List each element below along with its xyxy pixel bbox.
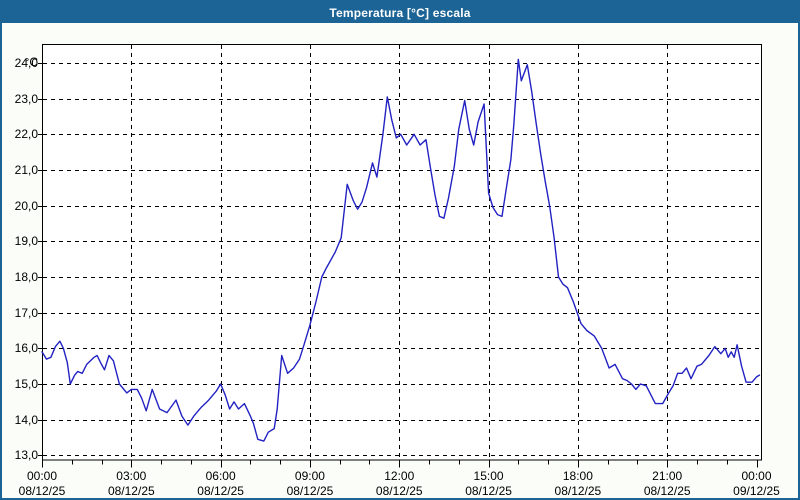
x-tick-date-label: 09/12/25: [733, 483, 780, 498]
x-tick-date-label: 08/12/25: [197, 483, 244, 498]
x-tick-time-label: 15:00: [473, 468, 504, 483]
x-tick-time-label: 09:00: [294, 468, 325, 483]
temperature-line-chart: [38, 44, 762, 468]
x-tick-date-label: 08/12/25: [286, 483, 334, 498]
x-tick-date-label: 08/12/25: [643, 483, 691, 498]
x-tick-time-label: 03:00: [116, 468, 147, 483]
x-tick-time-label: 12:00: [384, 468, 415, 483]
y-tick-label: 17,0: [14, 305, 38, 320]
x-tick-time-label: 21:00: [652, 468, 683, 483]
plot-frame: [42, 44, 762, 461]
chart-area: °C 24,0 23,0 22,0 21,0 20,0 19,0 18,0 17,0 16,0 15…: [2, 23, 798, 498]
x-tick-date-label: 08/12/25: [107, 483, 155, 498]
x-tick-date-label: 08/12/25: [465, 483, 512, 498]
y-tick-label: 13,0: [14, 448, 38, 463]
y-tick-label: 21,0: [14, 163, 38, 177]
y-tick-label: 16,0: [14, 341, 38, 356]
y-tick-label: 18,0: [14, 270, 38, 285]
y-tick-label: 20,0: [14, 198, 38, 213]
x-tick-date-label: 08/12/25: [18, 483, 66, 498]
x-tick-time-label: 00:00: [26, 468, 58, 483]
y-tick-label: 15,0: [14, 377, 38, 392]
temperature-series-line: [41, 58, 761, 442]
y-axis-unit-label: °C: [24, 55, 38, 69]
y-tick-label: 14,0: [14, 412, 38, 427]
title-bar: Temperatura [°C] escala: [2, 2, 798, 23]
y-tick-label: 19,0: [14, 234, 38, 249]
x-tick-time-label: 18:00: [562, 468, 593, 483]
y-tick-label: 22,0: [14, 127, 38, 142]
y-tick-label: 23,0: [14, 91, 38, 106]
x-tick-time-label: 06:00: [205, 468, 236, 483]
x-tick-date-label: 08/12/25: [554, 483, 602, 498]
chart-title: Temperatura [°C] escala: [329, 5, 471, 20]
x-tick-time-label: 00:00: [741, 468, 772, 483]
x-tick-date-label: 08/12/25: [375, 483, 423, 498]
y-tick-label: 24,0: [14, 56, 38, 70]
